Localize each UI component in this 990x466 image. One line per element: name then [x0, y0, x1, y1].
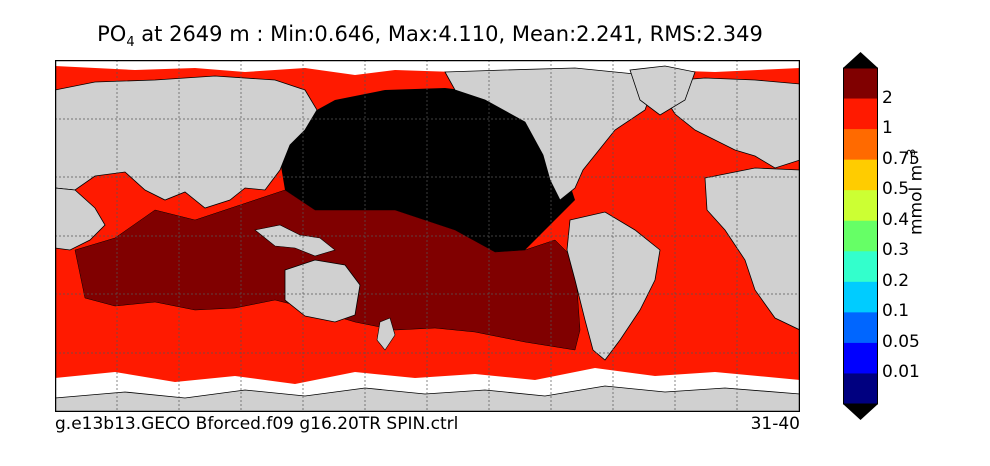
- colorbar-band: [843, 373, 878, 405]
- europe-land: [654, 77, 800, 169]
- colorbar-band: [843, 281, 878, 313]
- colorbar-tick-label: 0.1: [882, 301, 910, 322]
- north-america-land: [444, 67, 656, 201]
- colorbar-tick-label: 0.05: [882, 331, 920, 352]
- title-prefix: PO: [97, 22, 127, 46]
- colorbar-units: mmol m−3: [905, 149, 927, 235]
- colorbar-band: [843, 159, 878, 191]
- year-range: 31-40: [750, 414, 800, 434]
- title-text: at 2649 m : Min:0.646, Max:4.110, Mean:2…: [134, 22, 763, 46]
- colorbar-tick-label: 0.2: [882, 270, 910, 291]
- colorbar-band: [843, 129, 878, 161]
- title-subscript: 4: [126, 35, 135, 50]
- colorbar-tick-label: 0.4: [882, 209, 910, 230]
- australia-land: [284, 259, 361, 323]
- colorbar-tick-label: 0.3: [882, 240, 910, 261]
- colorbar-extend-top: [843, 52, 878, 68]
- colorbar-extend-bottom: [843, 404, 878, 420]
- colorbar-band: [843, 251, 878, 283]
- map-gridlines: [55, 60, 800, 412]
- units-text: mmol m: [906, 164, 927, 235]
- colorbar: [843, 52, 878, 420]
- world-map: [55, 60, 800, 412]
- colorbar-tick-label: 2: [882, 87, 893, 108]
- run-name: g.e13b13.GECO Bforced.f09 g16.20TR SPIN.…: [55, 414, 459, 434]
- colorbar-tick-label: 1: [882, 118, 893, 139]
- map-frame: [55, 60, 800, 412]
- colorbar-band: [843, 220, 878, 252]
- colorbar-outline: [843, 67, 878, 405]
- colorbar-tick-label: 0.75: [882, 148, 920, 169]
- south-america-land: [566, 211, 661, 361]
- colorbar-band: [843, 342, 878, 374]
- greenland-land: [629, 65, 696, 116]
- units-exponent: −3: [905, 148, 918, 165]
- colorbar-band: [843, 312, 878, 344]
- colorbar-band: [843, 98, 878, 130]
- maritime-continent-land: [254, 224, 336, 257]
- new-zealand-land: [376, 317, 396, 351]
- africa-land: [704, 167, 800, 331]
- eurasia-land: [55, 75, 318, 209]
- plot-title: PO4 at 2649 m : Min:0.646, Max:4.110, Me…: [0, 22, 860, 50]
- north-pacific-max: [280, 88, 575, 252]
- africa-west-land: [55, 187, 106, 251]
- colorbar-tick-label: 0.01: [882, 362, 920, 383]
- colorbar-band: [843, 190, 878, 222]
- colorbar-tick-label: 0.5: [882, 179, 910, 200]
- colorbar-band: [843, 68, 878, 100]
